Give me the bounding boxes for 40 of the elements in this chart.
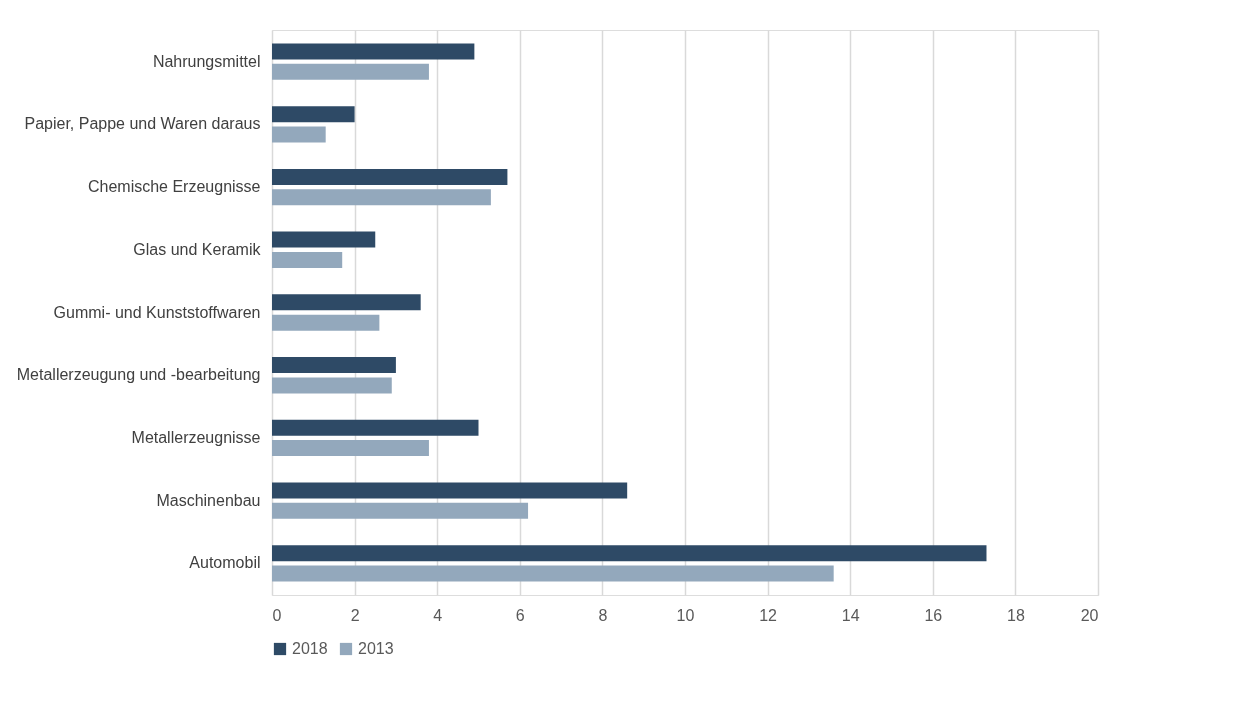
y-tick-label: Chemische Erzeugnisse bbox=[87, 178, 261, 196]
y-tick-label: Metallerzeugnisse bbox=[131, 428, 261, 446]
legend-label: 2013 bbox=[358, 640, 394, 657]
bar bbox=[272, 357, 396, 374]
bar bbox=[272, 251, 343, 268]
bar bbox=[272, 294, 421, 311]
bar bbox=[272, 106, 355, 123]
bar bbox=[272, 502, 529, 519]
bar bbox=[272, 43, 475, 60]
x-tick-label: 4 bbox=[433, 606, 443, 624]
bar bbox=[272, 482, 628, 499]
y-tick-label: Metallerzeugung und -bearbeitung bbox=[16, 366, 261, 384]
y-tick-label: Papier, Pappe und Waren daraus bbox=[24, 115, 261, 133]
x-tick-label: 18 bbox=[1007, 606, 1025, 624]
bar bbox=[272, 168, 508, 185]
x-tick-label: 20 bbox=[1080, 606, 1099, 624]
x-tick-label: 8 bbox=[598, 606, 608, 624]
x-tick-label: 16 bbox=[924, 606, 943, 624]
x-tick-label: 2 bbox=[350, 606, 360, 624]
legend-label: 2018 bbox=[292, 640, 328, 657]
bar bbox=[272, 419, 479, 436]
y-tick-label: Glas und Keramik bbox=[133, 240, 262, 258]
y-tick-label: Gummi- und Kunststoffwaren bbox=[53, 303, 261, 321]
x-tick-label: 10 bbox=[676, 606, 695, 624]
y-tick-label: Automobil bbox=[189, 554, 261, 572]
x-tick-label: 6 bbox=[515, 606, 525, 624]
y-tick-label: Nahrungsmittel bbox=[152, 52, 261, 70]
bar bbox=[272, 126, 326, 143]
bar bbox=[272, 231, 376, 248]
bar bbox=[272, 377, 392, 394]
bar bbox=[272, 63, 429, 80]
x-tick-label: 12 bbox=[759, 606, 778, 624]
bar bbox=[272, 189, 491, 206]
bar bbox=[272, 314, 380, 331]
x-tick-label: 0 bbox=[272, 606, 282, 624]
y-tick-label: Maschinenbau bbox=[156, 491, 261, 509]
x-tick-label: 14 bbox=[841, 606, 860, 624]
bar bbox=[272, 545, 987, 562]
bar bbox=[272, 565, 834, 582]
bar bbox=[272, 440, 429, 457]
